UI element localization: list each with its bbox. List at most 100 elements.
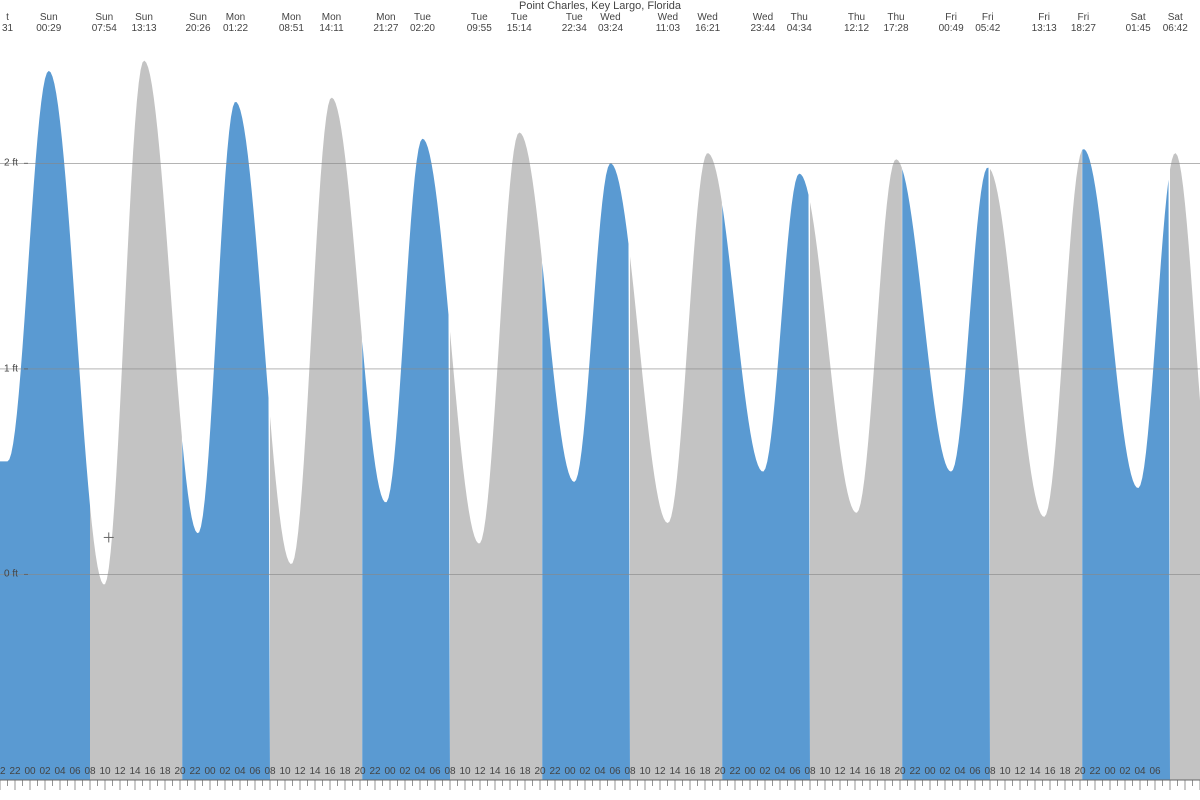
x-tick-label: 16: [684, 766, 695, 777]
tide-band: [902, 168, 990, 780]
x-tick-label: 00: [564, 766, 575, 777]
x-tick-label: 04: [414, 766, 425, 777]
tide-time-label: t31: [2, 12, 13, 34]
x-tick-label: 16: [504, 766, 515, 777]
x-tick-label: 02: [399, 766, 410, 777]
x-tick-label: 16: [324, 766, 335, 777]
x-tick-label: 02: [579, 766, 590, 777]
x-tick-label: 00: [924, 766, 935, 777]
tide-time-label: Fri13:13: [1032, 12, 1057, 34]
x-tick-label: 20: [174, 766, 185, 777]
tide-time-label: Wed11:03: [656, 12, 680, 34]
tide-band: [90, 61, 182, 780]
x-tick-label: 04: [594, 766, 605, 777]
x-tick-label: 10: [639, 766, 650, 777]
x-tick-label: 02: [1119, 766, 1130, 777]
tide-band: [0, 71, 90, 780]
x-tick-label: 10: [999, 766, 1010, 777]
x-tick-label: 22: [549, 766, 560, 777]
x-tick-label: 08: [804, 766, 815, 777]
x-tick-label: 02: [219, 766, 230, 777]
x-tick-label: 22: [9, 766, 20, 777]
x-tick-label: 18: [519, 766, 530, 777]
x-tick-label: 06: [429, 766, 440, 777]
x-tick-label: 06: [789, 766, 800, 777]
x-tick-label: 06: [69, 766, 80, 777]
tide-time-label: Fri05:42: [975, 12, 1000, 34]
tide-band: [270, 98, 362, 780]
x-tick-label: 20: [714, 766, 725, 777]
tide-band: [722, 174, 810, 780]
x-tick-label: 10: [819, 766, 830, 777]
x-tick-label: 08: [444, 766, 455, 777]
tide-time-label: Mon14:11: [319, 12, 343, 34]
tide-time-label: Tue02:20: [410, 12, 435, 34]
x-tick-label: 16: [144, 766, 155, 777]
x-tick-label: 04: [54, 766, 65, 777]
x-tick-label: 18: [339, 766, 350, 777]
x-tick-label: 18: [879, 766, 890, 777]
x-tick-label: 10: [99, 766, 110, 777]
tide-band: [810, 159, 902, 780]
x-tick-label: 12: [114, 766, 125, 777]
x-tick-label: 20: [894, 766, 905, 777]
x-tick-label: 20: [534, 766, 545, 777]
x-tick-label: 22: [729, 766, 740, 777]
y-tick-label: 2 ft: [4, 158, 18, 169]
x-tick-label: 00: [384, 766, 395, 777]
tide-band: [450, 133, 542, 780]
tide-time-label: Sun07:54: [92, 12, 117, 34]
x-tick-label: 12: [294, 766, 305, 777]
x-tick-label: 22: [369, 766, 380, 777]
tide-time-label: Wed23:44: [750, 12, 775, 34]
tide-band: [362, 139, 450, 780]
x-tick-label: 14: [1029, 766, 1040, 777]
x-tick-label: 18: [159, 766, 170, 777]
tide-time-label: Sun20:26: [185, 12, 210, 34]
x-tick-label: 04: [1134, 766, 1145, 777]
tide-band: [630, 153, 722, 780]
y-tick-label: 1 ft: [4, 363, 18, 374]
x-tick-label: 18: [699, 766, 710, 777]
x-tick-label: 00: [204, 766, 215, 777]
x-tick-label: 22: [189, 766, 200, 777]
tide-time-label: Wed16:21: [695, 12, 720, 34]
x-tick-label: 14: [129, 766, 140, 777]
x-tick-label: 12: [474, 766, 485, 777]
tide-time-label: Sat06:42: [1163, 12, 1188, 34]
tide-time-label: Wed03:24: [598, 12, 623, 34]
tide-time-label: Mon01:22: [223, 12, 248, 34]
x-tick-label: 02: [0, 766, 6, 777]
x-tick-label: 14: [309, 766, 320, 777]
x-tick-label: 10: [279, 766, 290, 777]
x-tick-label: 20: [354, 766, 365, 777]
x-tick-label: 06: [249, 766, 260, 777]
tide-time-label: Fri18:27: [1071, 12, 1096, 34]
x-tick-label: 14: [489, 766, 500, 777]
tide-band: [182, 102, 270, 780]
x-tick-label: 02: [759, 766, 770, 777]
x-tick-label: 08: [984, 766, 995, 777]
x-tick-label: 08: [624, 766, 635, 777]
x-tick-label: 22: [909, 766, 920, 777]
x-tick-label: 18: [1059, 766, 1070, 777]
x-tick-label: 04: [774, 766, 785, 777]
tide-time-label: Mon21:27: [373, 12, 398, 34]
tide-time-label: Mon08:51: [279, 12, 304, 34]
y-tick-label: 0 ft: [4, 569, 18, 580]
x-tick-label: 14: [849, 766, 860, 777]
tide-band: [1170, 153, 1200, 780]
x-tick-label: 22: [1089, 766, 1100, 777]
x-tick-label: 12: [654, 766, 665, 777]
x-tick-label: 00: [24, 766, 35, 777]
x-tick-label: 08: [84, 766, 95, 777]
x-tick-label: 06: [1149, 766, 1160, 777]
tide-time-label: Sun00:29: [36, 12, 61, 34]
x-tick-label: 08: [264, 766, 275, 777]
x-tick-label: 06: [609, 766, 620, 777]
top-labels-row: t31Sun00:29Sun07:54Sun13:13Sun20:26Mon01…: [0, 12, 1200, 42]
x-tick-label: 12: [834, 766, 845, 777]
x-tick-label: 10: [459, 766, 470, 777]
tide-time-label: Fri00:49: [939, 12, 964, 34]
tide-time-label: Tue22:34: [562, 12, 587, 34]
